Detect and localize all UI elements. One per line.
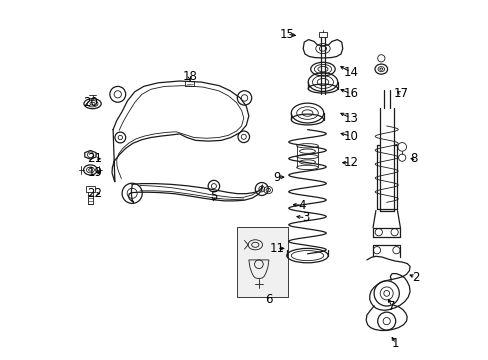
Text: 5: 5 [210,190,217,203]
Text: 1: 1 [391,337,399,350]
Bar [236,227,287,297]
Bar [185,81,194,86]
Text: 3: 3 [302,211,309,224]
Text: 18: 18 [182,70,197,83]
Text: 21: 21 [87,152,102,165]
Bar [86,186,95,192]
Text: 8: 8 [410,152,417,165]
Text: 9: 9 [273,171,280,184]
Text: 2: 2 [411,271,418,284]
Text: 22: 22 [87,187,102,200]
Text: 16: 16 [343,87,358,100]
Text: 7: 7 [387,300,395,313]
Text: 11: 11 [269,242,284,255]
Text: 6: 6 [264,293,272,306]
Bar [318,32,326,37]
Text: 4: 4 [298,199,305,212]
Text: 17: 17 [393,87,408,100]
Text: 12: 12 [343,156,358,169]
Text: 19: 19 [87,166,102,179]
Text: 13: 13 [343,112,357,125]
Text: 20: 20 [83,96,98,109]
Text: 15: 15 [279,28,294,41]
Text: 14: 14 [343,66,358,78]
Text: 10: 10 [343,130,357,143]
